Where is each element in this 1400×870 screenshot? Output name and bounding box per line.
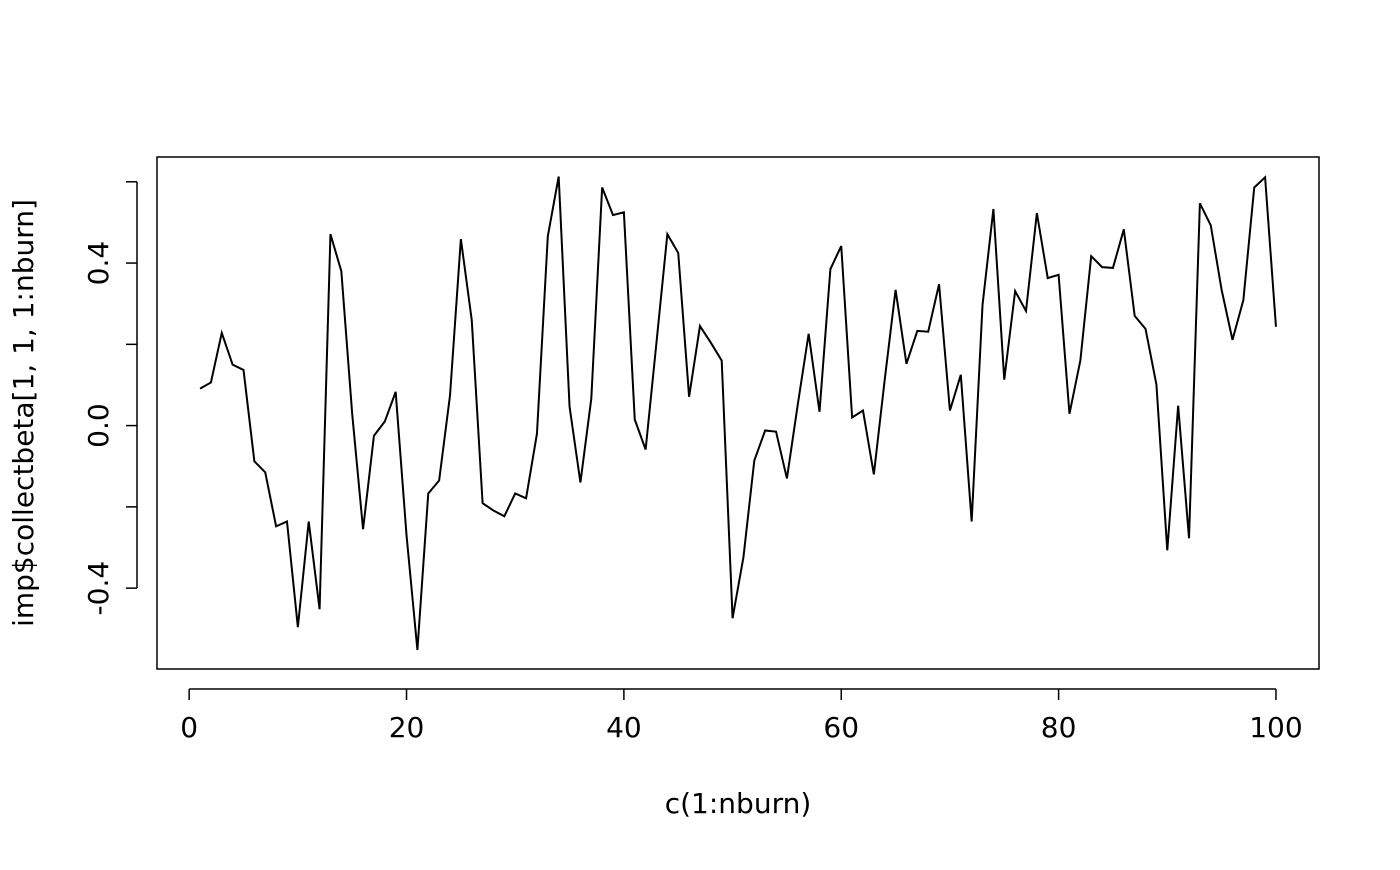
x-tick-label: 0	[180, 711, 198, 744]
y-tick-label: 0.0	[82, 403, 115, 448]
x-axis-title: c(1:nburn)	[665, 787, 812, 820]
x-tick-label: 80	[1041, 711, 1077, 744]
x-tick-label: 60	[823, 711, 859, 744]
x-tick-label: 40	[606, 711, 642, 744]
y-tick-label: 0.4	[82, 241, 115, 286]
x-tick-label: 20	[389, 711, 425, 744]
x-tick-label: 100	[1249, 711, 1302, 744]
plot-box	[156, 156, 1320, 670]
y-tick-label: -0.4	[82, 561, 115, 616]
data-line	[199, 175, 1277, 650]
y-axis-title: imp$collectbeta[1, 1, 1:nburn]	[7, 199, 40, 627]
